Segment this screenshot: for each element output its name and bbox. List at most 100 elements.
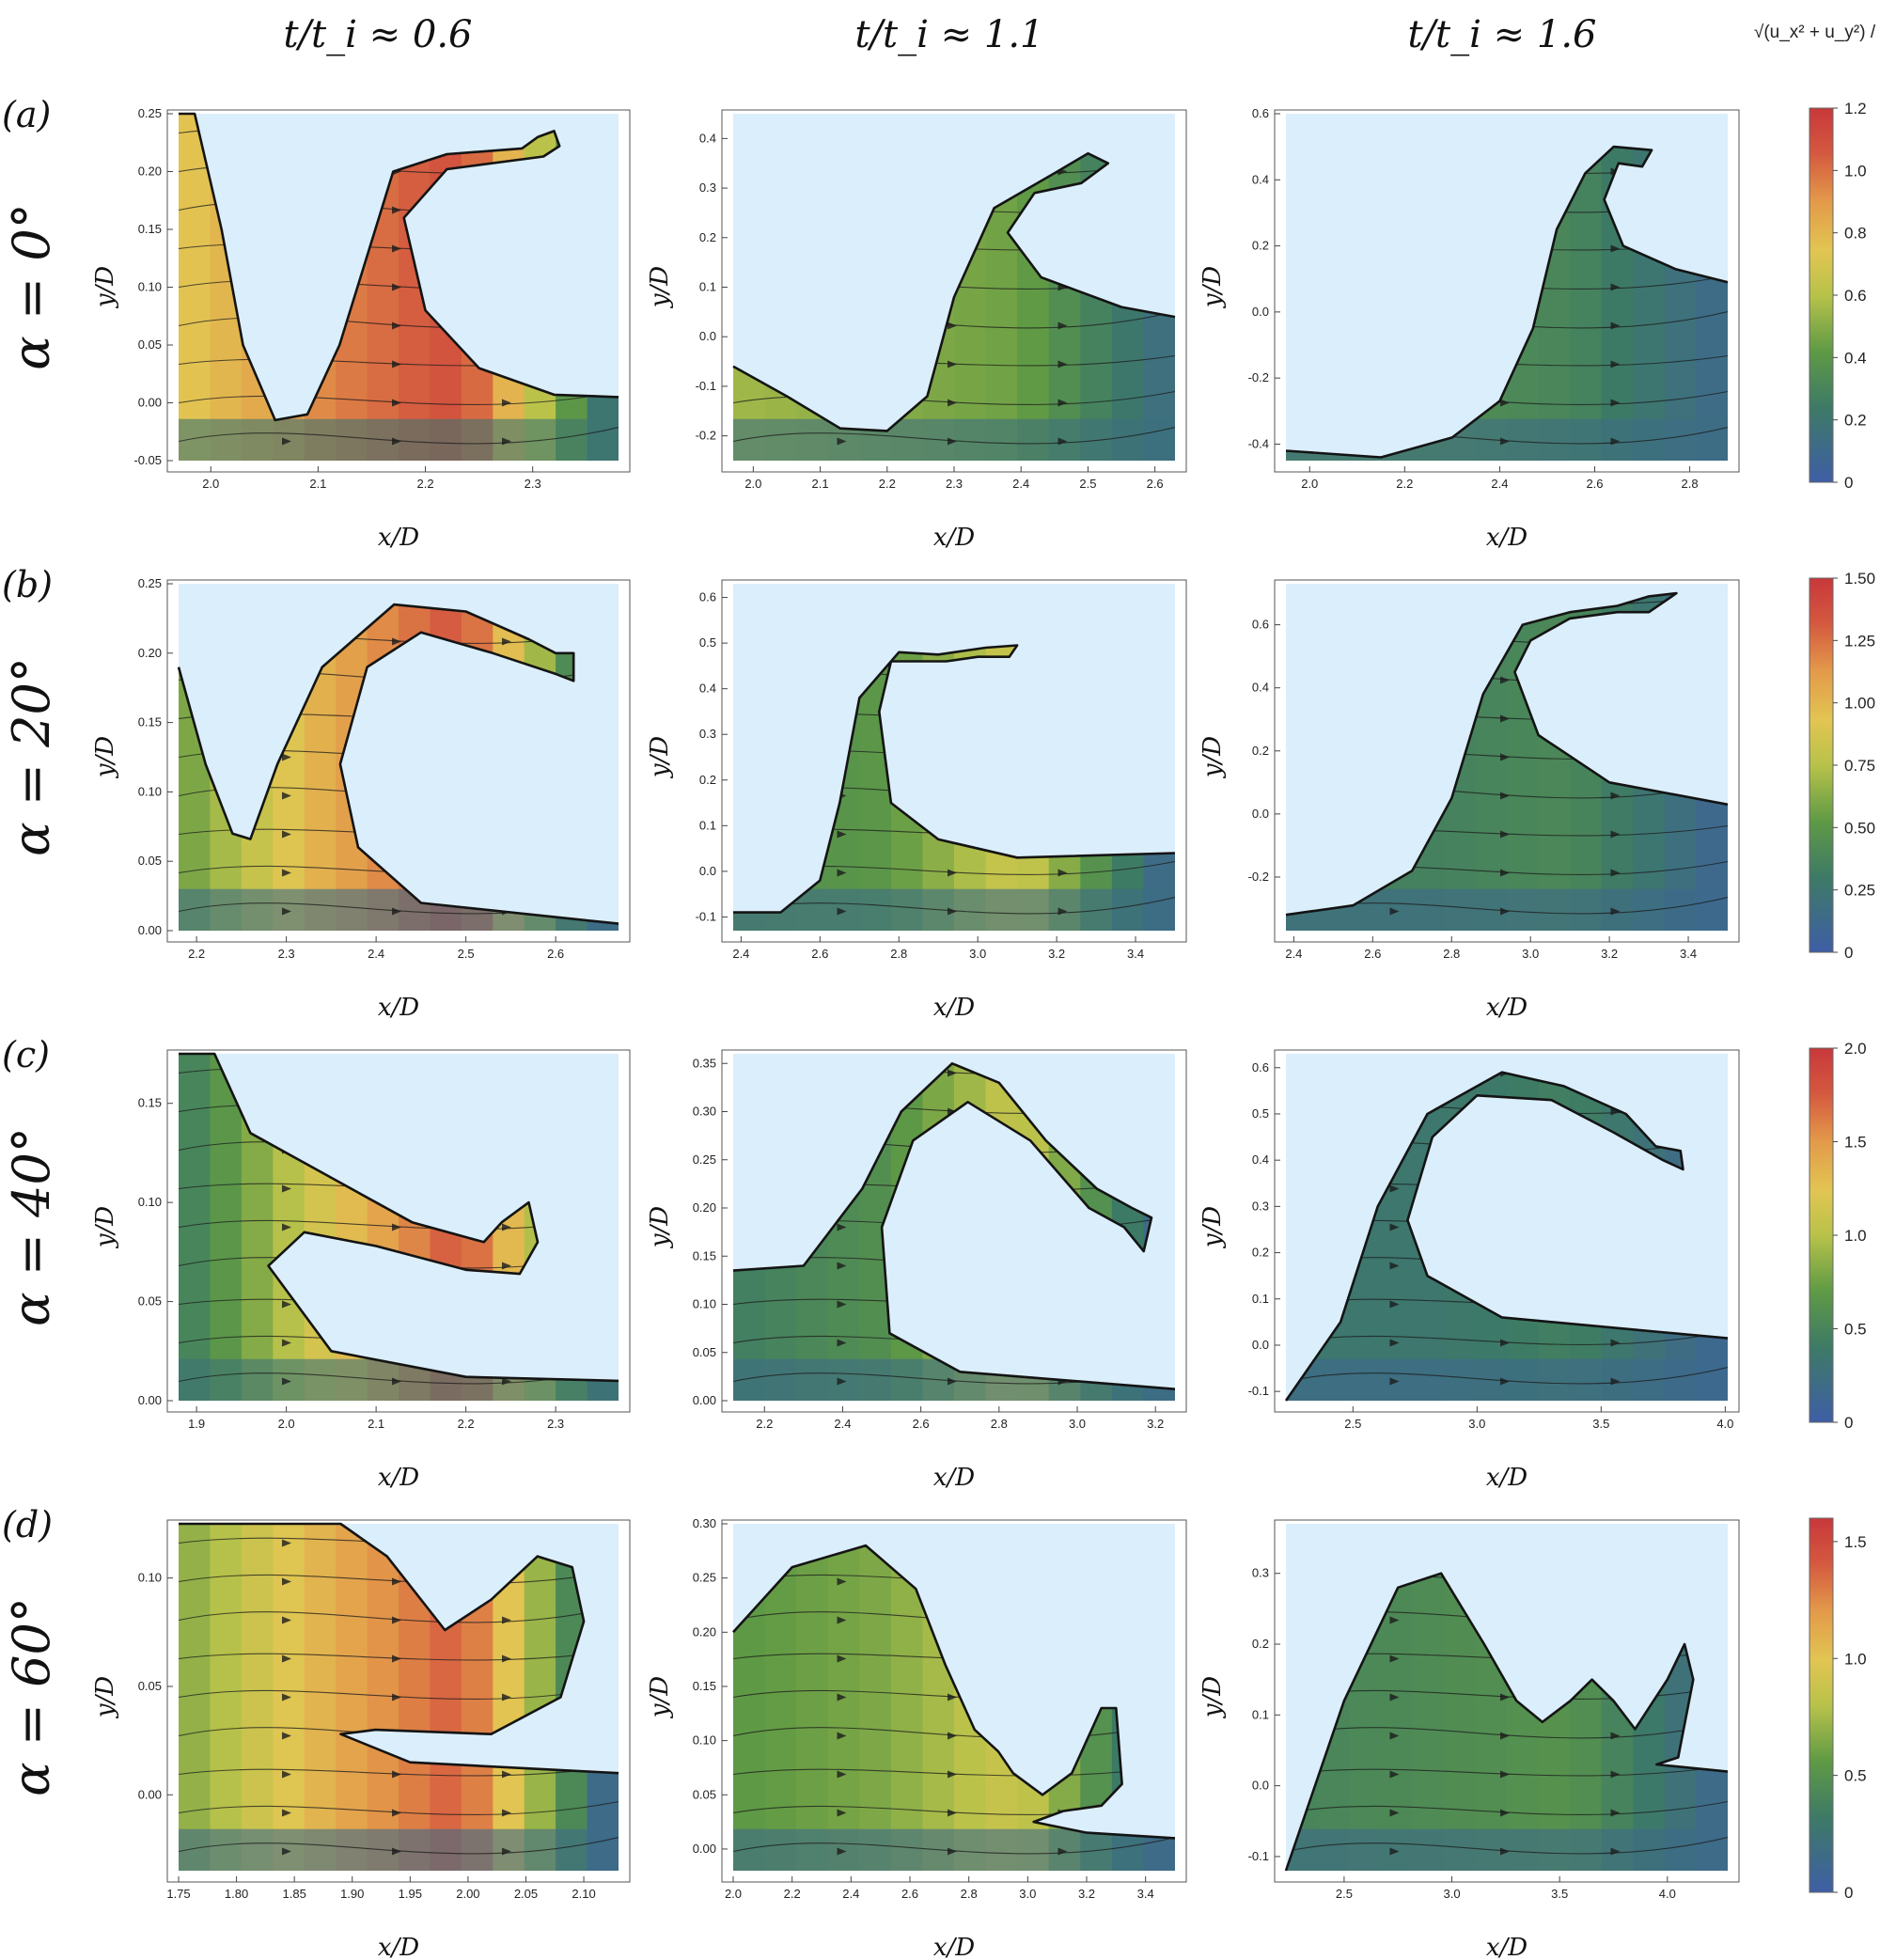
y-tick-label: 0.6	[1252, 618, 1269, 632]
free-surface	[732, 1544, 1176, 1840]
panel-a-1: 2.0 2.1 2.2 2.3 -0.05 0.00 0.05 0.10 0.15 0.20 0.2…	[91, 106, 631, 552]
y-tick-label: -0.05	[133, 453, 162, 467]
flow-arrow	[282, 869, 291, 877]
free-surface	[732, 1062, 1176, 1390]
y-axis-label: y/D	[1198, 1676, 1227, 1718]
x-tick-label: 2.2	[416, 477, 433, 491]
x-axis-label: x/D	[1486, 994, 1528, 1022]
row-alpha-label: α = 40°	[2, 1127, 61, 1326]
streamline	[1286, 1720, 1728, 1739]
flow-arrow	[837, 1809, 847, 1817]
flow-arrow	[392, 206, 401, 214]
flow-arrow	[837, 1616, 847, 1624]
flow-arrow	[837, 830, 847, 839]
y-tick-label: 0.05	[693, 1345, 716, 1359]
x-tick-label: 4.0	[1659, 1887, 1676, 1901]
y-tick-label: 0.25	[693, 1152, 716, 1167]
y-tick-label: -0.1	[696, 909, 716, 923]
x-tick-label: 4.0	[1716, 1417, 1733, 1431]
flow-arrow	[948, 1377, 957, 1386]
flow-arrow	[392, 1616, 401, 1624]
flow-arrow	[837, 1732, 847, 1740]
flow-arrow	[282, 437, 291, 446]
y-axis-label: y/D	[91, 1206, 119, 1248]
row-tag: (d)	[2, 1504, 53, 1545]
y-tick-label: 0.1	[699, 818, 716, 832]
speed-band	[241, 1524, 274, 1871]
y-tick-label: 0.2	[699, 773, 716, 787]
flow-arrow	[282, 1539, 291, 1547]
y-tick-label: 0.10	[138, 1195, 162, 1209]
x-tick-label: 3.0	[1468, 1417, 1485, 1431]
x-tick-label: 2.0	[202, 477, 219, 491]
flow-arrow	[1610, 1377, 1621, 1386]
x-tick-label: 2.3	[278, 947, 295, 961]
free-surface	[177, 603, 619, 925]
flow-arrow	[1610, 399, 1621, 407]
flow-arrow	[502, 1809, 511, 1817]
y-tick-label: 0.2	[1252, 744, 1269, 758]
y-tick-label: 0.3	[1252, 1566, 1269, 1580]
x-tick-label: 2.6	[901, 1887, 918, 1901]
colorbar-gradient	[1809, 577, 1834, 953]
colorbar: 0 0.5 1.0 1.5	[1809, 1517, 1867, 1902]
panel-b-1: 2.2 2.3 2.4 2.5 2.6 0.00 0.05 0.10 0.15 0.20 0.25 x…	[91, 576, 631, 1022]
flow-arrow	[282, 1770, 291, 1779]
flow-arrow	[392, 399, 401, 407]
flow-arrow	[282, 1339, 291, 1347]
x-axis-label: x/D	[933, 524, 975, 552]
panel-d-3: 2.5 3.0 3.5 4.0 -0.1 0.0 0.1 0.2 0.3 x/D y/D	[1198, 1519, 1740, 1960]
flow-arrow	[1500, 830, 1510, 839]
x-axis-label: x/D	[378, 524, 419, 552]
y-axis-label: y/D	[91, 1676, 119, 1718]
flow-arrow	[837, 1654, 847, 1663]
flow-arrow	[837, 1300, 847, 1309]
flow-arrow	[948, 869, 957, 877]
flow-arrow	[1389, 907, 1400, 916]
colorbar-tick-label: 0.6	[1844, 287, 1867, 305]
flow-arrow	[948, 1693, 957, 1701]
y-tick-label: 0.05	[138, 1294, 162, 1309]
free-surface	[179, 1052, 619, 1383]
flow-arrow	[1058, 437, 1068, 446]
flow-arrow	[502, 1654, 511, 1663]
flow-arrow	[502, 437, 511, 446]
flow-arrow	[1389, 1339, 1400, 1347]
y-tick-label: 0.05	[693, 1787, 716, 1801]
free-surface	[179, 112, 619, 422]
speed-band	[336, 1524, 368, 1871]
flow-arrow	[1058, 399, 1068, 407]
colorbar-tick-label: 0	[1844, 1414, 1853, 1432]
flow-arrow	[502, 399, 511, 407]
y-tick-label: 0.10	[138, 784, 162, 798]
x-tick-label: 2.3	[525, 477, 541, 491]
x-tick-label: 3.2	[1048, 947, 1065, 961]
flow-arrow	[502, 1262, 511, 1270]
flow-arrow	[837, 437, 847, 446]
y-tick-label: -0.4	[1248, 436, 1269, 450]
y-tick-label: 0.3	[1252, 1199, 1269, 1213]
flow-arrow	[392, 1770, 401, 1779]
y-tick-label: 0.30	[693, 1516, 716, 1530]
speed-band	[1570, 147, 1603, 461]
streamline	[733, 1720, 1175, 1739]
y-tick-label: 0.2	[1252, 239, 1269, 253]
flow-arrow	[1500, 1732, 1510, 1740]
colorbar-tick-label: 1.5	[1844, 1533, 1867, 1551]
flow-arrow	[1389, 1300, 1400, 1309]
y-tick-label: 0.10	[693, 1297, 716, 1311]
flow-arrow	[1610, 1732, 1621, 1740]
x-tick-label: 2.00	[456, 1887, 479, 1901]
x-tick-label: 3.4	[1680, 947, 1697, 961]
panel-a-2: 2.0 2.1 2.2 2.3 2.4 2.5 2.6 -0.2 -0.1 0.0 0.1 0.2 0.…	[646, 109, 1187, 552]
flow-arrow	[502, 1847, 511, 1856]
x-tick-label: 2.1	[812, 477, 829, 491]
row-alpha-label: α = 20°	[2, 657, 61, 856]
speed-band	[1412, 1573, 1445, 1871]
y-tick-label: 0.4	[699, 131, 716, 145]
y-tick-label: 0.00	[138, 1393, 162, 1407]
flow-arrow	[837, 907, 847, 916]
x-tick-label: 2.3	[547, 1417, 564, 1431]
flow-arrow	[282, 1577, 291, 1586]
